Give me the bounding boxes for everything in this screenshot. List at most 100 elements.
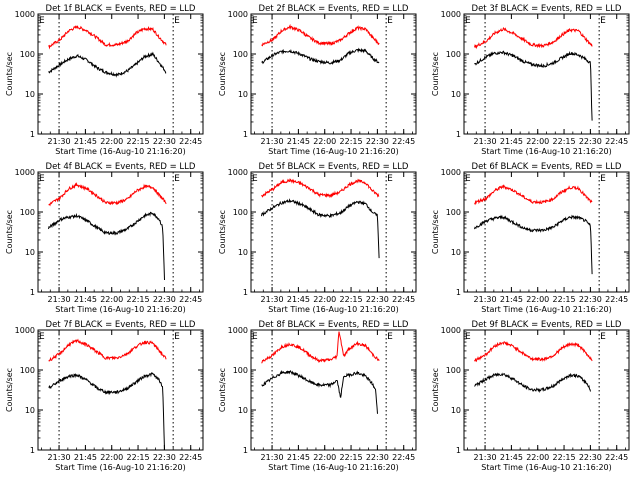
y-tick-label: 10 <box>25 90 35 99</box>
panel-det-7: Det 7f BLACK = Events, RED = LLD 1 10 100 10… <box>5 320 204 472</box>
y-axis-label: Counts/sec <box>431 210 440 254</box>
plot-frame <box>463 171 630 293</box>
x-tick-label: 22:30 <box>366 453 389 462</box>
x-tick-label: 21:45 <box>74 137 97 146</box>
marker-label: E <box>252 16 258 26</box>
y-tick-label: 100 <box>446 50 461 59</box>
y-tick-label: 1 <box>456 130 461 139</box>
y-tick-label: 100 <box>20 208 35 217</box>
y-tick-label: 1000 <box>15 10 35 19</box>
x-tick-label: 22:15 <box>553 137 576 146</box>
x-tick-label: 22:00 <box>100 295 123 304</box>
series-line-lld <box>48 181 167 207</box>
x-tick-label: 21:45 <box>287 137 310 146</box>
series-line-events <box>48 51 167 78</box>
series-line-lld <box>474 341 593 363</box>
y-tick-label: 1000 <box>15 168 35 177</box>
x-tick-label: 22:30 <box>579 137 602 146</box>
series-line-lld <box>474 184 593 206</box>
panel-title: Det 6f BLACK = Events, RED = LLD <box>472 162 622 172</box>
x-tick-label: 22:00 <box>313 137 336 146</box>
y-tick-label: 1000 <box>441 168 461 177</box>
panel-det-5: Det 5f BLACK = Events, RED = LLD 1 10 100 10… <box>218 162 417 314</box>
marker-label: E <box>387 16 393 26</box>
y-tick-label: 1000 <box>15 326 35 335</box>
x-axis-label: Start Time (16-Aug-10 21:16:20) <box>268 147 399 156</box>
x-tick-label: 22:30 <box>153 295 176 304</box>
x-tick-label: 21:30 <box>261 295 284 304</box>
x-tick-label: 21:30 <box>48 137 71 146</box>
x-tick-label: 22:00 <box>100 137 123 146</box>
x-tick-label: 22:30 <box>366 137 389 146</box>
marker-label: E <box>39 174 45 184</box>
x-tick-label: 22:45 <box>392 453 415 462</box>
series-line-events <box>474 214 593 275</box>
y-tick-label: 10 <box>238 406 248 415</box>
x-tick-label: 22:15 <box>553 453 576 462</box>
x-tick-label: 21:45 <box>500 137 523 146</box>
plot-frame <box>463 13 630 135</box>
x-axis-label: Start Time (16-Aug-10 21:16:20) <box>268 305 399 314</box>
series-line-lld <box>474 26 593 50</box>
x-tick-label: 22:00 <box>100 453 123 462</box>
panel-title: Det 4f BLACK = Events, RED = LLD <box>46 162 196 172</box>
y-tick-label: 100 <box>446 366 461 375</box>
y-tick-label: 1 <box>30 130 35 139</box>
y-tick-label: 10 <box>238 90 248 99</box>
marker-label: E <box>465 16 471 26</box>
y-tick-label: 1 <box>30 288 35 297</box>
y-tick-label: 100 <box>233 366 248 375</box>
x-tick-label: 22:15 <box>553 295 576 304</box>
plot-frame <box>463 329 630 451</box>
panel-title: Det 3f BLACK = Events, RED = LLD <box>472 4 622 14</box>
series-line-lld <box>261 178 380 199</box>
x-tick-label: 21:45 <box>287 453 310 462</box>
y-tick-label: 100 <box>20 50 35 59</box>
x-tick-label: 22:45 <box>392 295 415 304</box>
series-line-lld <box>48 25 167 50</box>
series-line-events <box>48 371 165 451</box>
x-tick-label: 21:30 <box>261 137 284 146</box>
marker-label: E <box>252 174 258 184</box>
series-line-events <box>48 211 165 281</box>
y-tick-label: 1 <box>243 130 248 139</box>
marker-label: E <box>39 16 45 26</box>
x-tick-label: 22:00 <box>313 453 336 462</box>
y-axis-label: Counts/sec <box>218 52 227 96</box>
series-line-events <box>261 47 380 65</box>
series-line-lld <box>261 331 380 364</box>
series-line-events <box>474 50 593 121</box>
x-tick-label: 22:45 <box>392 137 415 146</box>
y-tick-label: 10 <box>451 248 461 257</box>
y-tick-label: 100 <box>233 50 248 59</box>
y-tick-label: 1000 <box>441 326 461 335</box>
x-tick-label: 21:45 <box>500 295 523 304</box>
plot-frame <box>250 13 417 135</box>
panel-det-6: Det 6f BLACK = Events, RED = LLD 1 10 100 10… <box>431 162 630 314</box>
marker-label: E <box>174 174 180 184</box>
y-tick-label: 1000 <box>228 10 248 19</box>
x-axis-label: Start Time (16-Aug-10 21:16:20) <box>55 463 186 472</box>
series-line-events <box>474 372 591 394</box>
y-tick-label: 1 <box>30 446 35 455</box>
x-tick-label: 22:45 <box>179 137 202 146</box>
y-tick-label: 10 <box>25 406 35 415</box>
x-tick-label: 22:00 <box>526 453 549 462</box>
x-tick-label: 21:45 <box>287 295 310 304</box>
x-tick-label: 21:30 <box>474 295 497 304</box>
x-tick-label: 21:30 <box>474 453 497 462</box>
marker-label: E <box>600 332 606 342</box>
x-axis-label: Start Time (16-Aug-10 21:16:20) <box>481 147 612 156</box>
panel-det-9: Det 9f BLACK = Events, RED = LLD 1 10 100 10… <box>431 320 630 472</box>
panel-det-4: Det 4f BLACK = Events, RED = LLD 1 10 100 10… <box>5 162 204 314</box>
series-line-events <box>261 198 380 259</box>
x-tick-label: 22:00 <box>313 295 336 304</box>
y-tick-label: 100 <box>446 208 461 217</box>
marker-label: E <box>174 16 180 26</box>
y-axis-label: Counts/sec <box>5 52 14 96</box>
x-tick-label: 22:15 <box>127 137 150 146</box>
x-tick-label: 22:00 <box>526 137 549 146</box>
marker-label: E <box>600 174 606 184</box>
y-tick-label: 1 <box>243 288 248 297</box>
